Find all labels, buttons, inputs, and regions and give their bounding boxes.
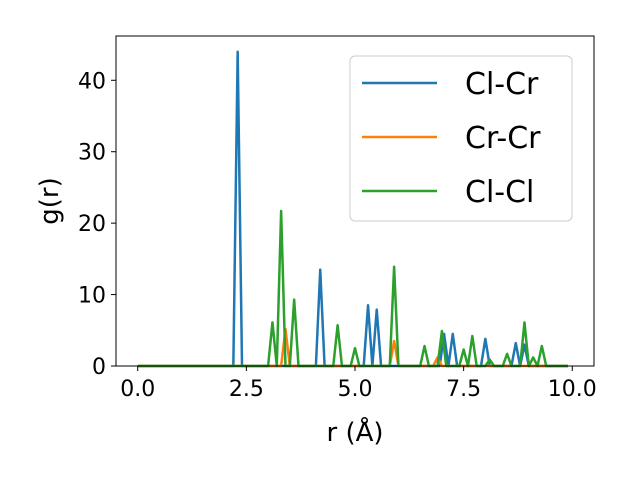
y-tick-label: 0 xyxy=(92,355,106,380)
x-tick-label: 7.5 xyxy=(446,377,481,402)
x-tick-label: 0.0 xyxy=(120,377,155,402)
y-tick-label: 10 xyxy=(78,284,106,309)
legend-frame xyxy=(349,55,573,222)
legend-label-cl-cl: Cl-Cl xyxy=(465,175,534,210)
y-axis-label: g(r) xyxy=(35,177,65,224)
y-tick-label: 20 xyxy=(78,212,106,237)
y-axis: 0 10 20 30 40 xyxy=(78,69,116,380)
x-tick-label: 10.0 xyxy=(548,377,597,402)
y-tick-label: 30 xyxy=(78,141,106,166)
x-axis: 0.0 2.5 5.0 7.5 10.0 xyxy=(120,366,597,402)
legend: Cl-Cr Cr-Cr Cl-Cl xyxy=(349,55,573,222)
y-tick-label: 40 xyxy=(78,69,106,94)
x-tick-label: 5.0 xyxy=(338,377,373,402)
x-axis-label: r (Å) xyxy=(326,416,383,448)
x-tick-label: 2.5 xyxy=(229,377,264,402)
series-line-cl-cr xyxy=(137,50,568,368)
legend-label-cl-cr: Cl-Cr xyxy=(465,67,539,102)
series-line-cl-cl xyxy=(137,209,568,368)
legend-label-cr-cr: Cr-Cr xyxy=(465,121,541,156)
